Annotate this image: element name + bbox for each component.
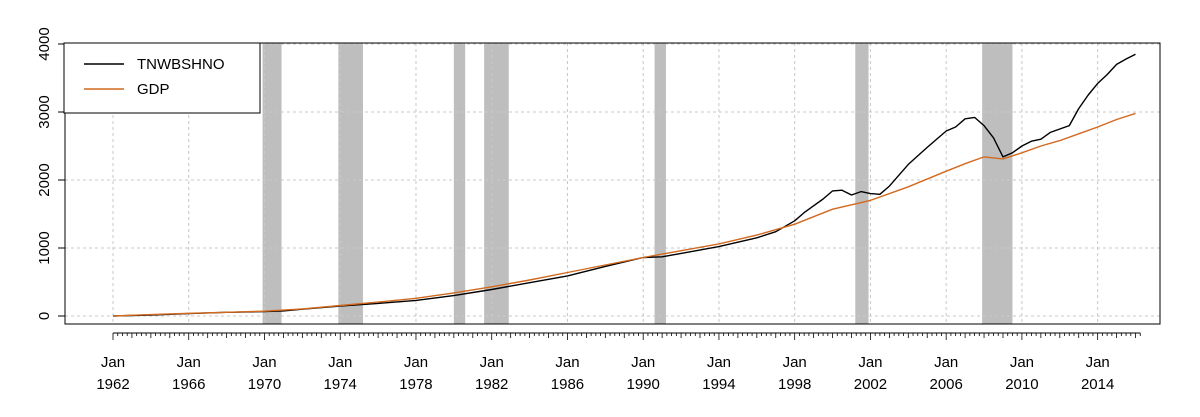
x-tick-label-year: 2002 [854,376,887,393]
x-tick-label-month: Jan [858,354,882,371]
recession-band [982,43,1013,324]
x-tick-label-year: 1974 [324,376,357,393]
x-tick-label-year: 1970 [248,376,281,393]
x-tick-label-month: Jan [252,354,276,371]
x-tick-label-month: Jan [1086,354,1110,371]
recession-bands [262,43,1013,324]
x-tick-label-year: 1990 [627,376,660,393]
x-tick-label-month: Jan [404,354,428,371]
x-tick-label-month: Jan [783,354,807,371]
x-tick-label-year: 1994 [702,376,735,393]
legend-label-tnwbshno: TNWBSHNO [137,56,225,73]
x-tick-label-year: 1998 [778,376,811,393]
x-tick-label-month: Jan [555,354,579,371]
x-tick-label-year: 1978 [399,376,432,393]
series-line-tnwbshno [112,53,1136,317]
x-tick-label-month: Jan [707,354,731,371]
x-tick-label-month: Jan [934,354,958,371]
x-tick-label-year: 2014 [1081,376,1114,393]
legend: TNWBSHNO GDP [63,42,261,114]
series-line-gdp [112,112,1136,317]
recession-band [654,43,666,324]
recession-band [855,43,869,324]
x-tick-label-year: 2010 [1005,376,1038,393]
x-tick-label-month: Jan [101,354,125,371]
x-tick-label-year: 1986 [551,376,584,393]
grid-lines [65,43,1160,324]
x-tick-label-year: 1982 [475,376,508,393]
x-axis: Jan 1962 Jan 1966 Jan 1970 Jan 1974 Jan 1978 Jan 19… [96,332,1141,393]
y-axis: 0 1000 2000 3000 4000 [36,27,66,320]
legend-label-gdp: GDP [137,81,170,98]
y-tick-label: 3000 [36,95,53,128]
series-lines [112,53,1136,317]
x-tick-label-year: 1962 [96,376,129,393]
recession-band [338,43,363,324]
legend-box [63,42,261,114]
x-tick-label-year: 1966 [172,376,205,393]
y-tick-label: 4000 [36,27,53,60]
recession-band [484,43,509,324]
recession-band [262,43,282,324]
y-tick-label: 0 [36,312,53,320]
y-tick-label: 2000 [36,163,53,196]
x-tick-label-month: Jan [631,354,655,371]
x-tick-label-month: Jan [328,354,352,371]
x-tick-label-year: 2006 [929,376,962,393]
y-tick-label: 1000 [36,231,53,264]
x-tick-label-month: Jan [480,354,504,371]
x-tick-label-month: Jan [1010,354,1034,371]
x-tick-label-month: Jan [177,354,201,371]
recession-band [453,43,466,324]
